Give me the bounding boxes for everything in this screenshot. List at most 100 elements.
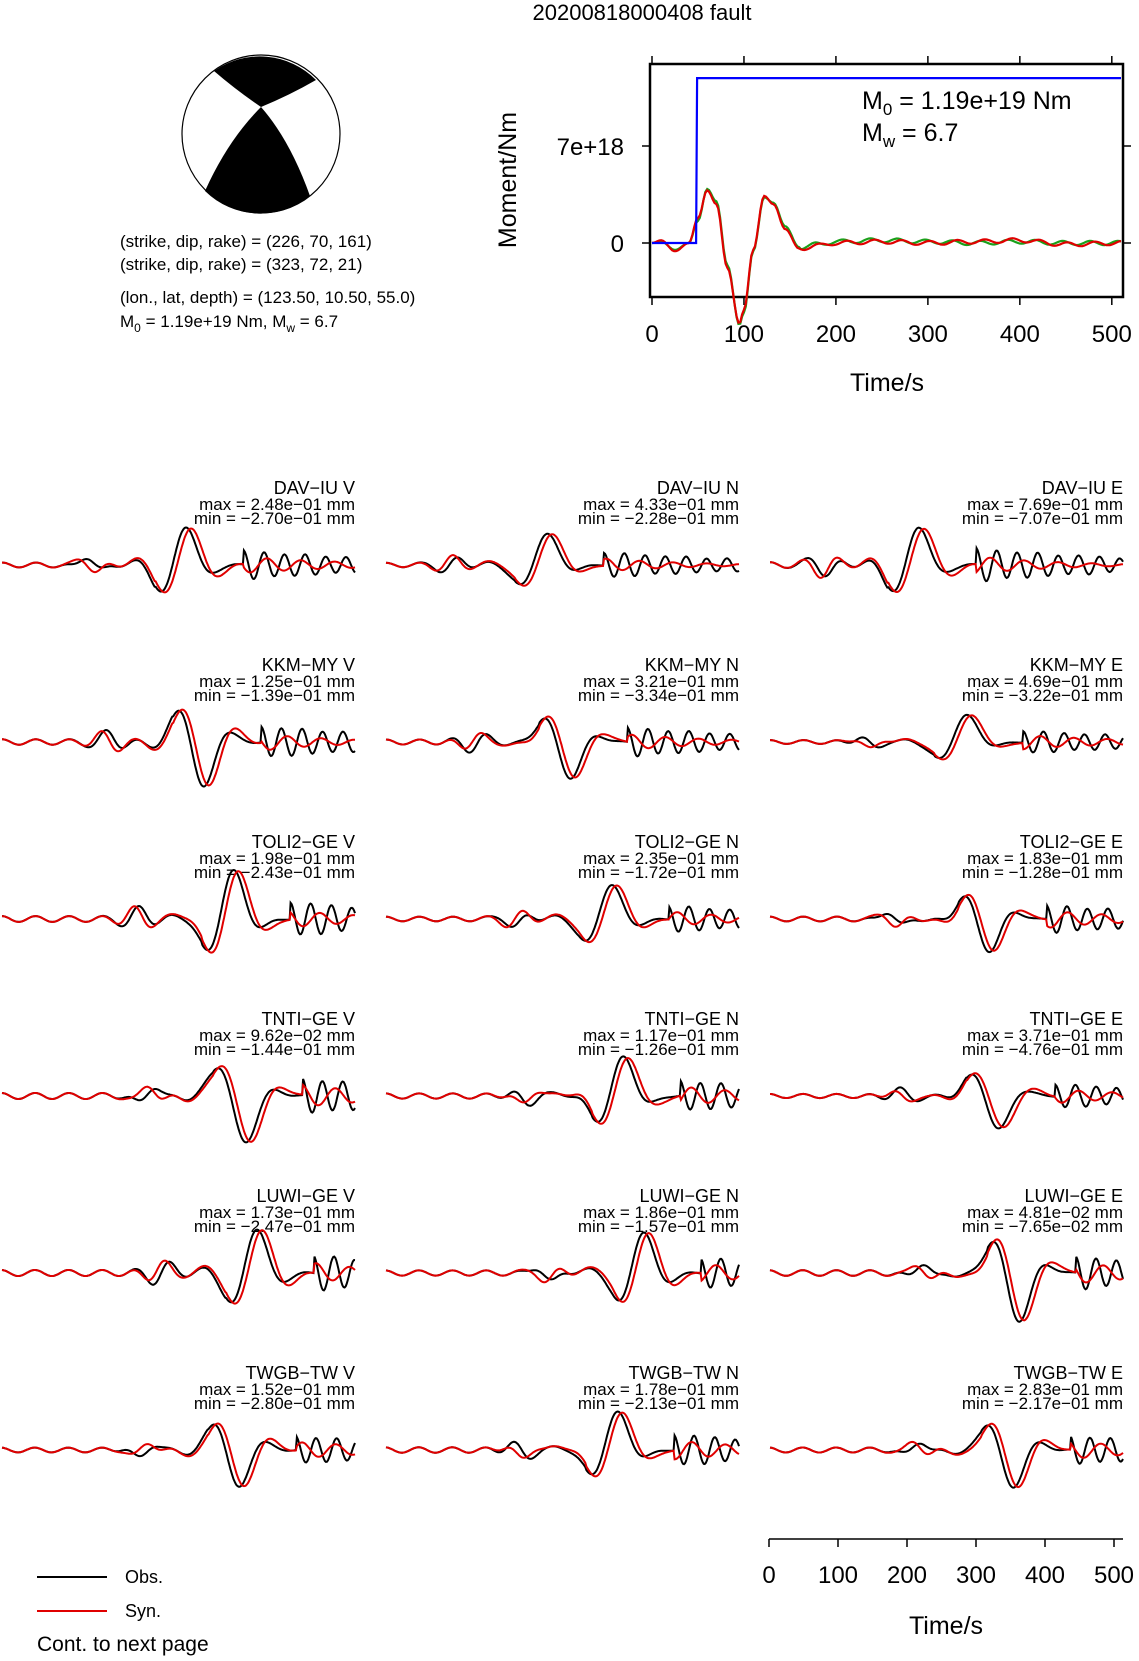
bottom-xlabel: Time/s	[909, 1612, 983, 1640]
station-min: min = −1.28e−01 mm	[962, 863, 1123, 882]
station-max: max = 1.86e−01 mm	[583, 1203, 739, 1222]
figure-title: 20200818000408 fault	[533, 0, 752, 25]
station-max: max = 2.35e−01 mm	[583, 849, 739, 868]
stf-series-green	[651, 187, 1122, 326]
waveform-obs	[385, 1055, 740, 1123]
stf-panel: 0 100 200 300 400 500 7e+18 0 Moment/Nm Time/…	[494, 56, 1132, 397]
waveform-syn	[769, 1422, 1124, 1489]
plane2-text: (strike, dip, rake) = (323, 72, 21)	[120, 255, 362, 274]
station-min: min = −2.70e−01 mm	[194, 509, 355, 528]
bottom-xtick-label: 100	[818, 1562, 858, 1589]
bottom-xtick-label: 300	[956, 1562, 996, 1589]
waveform-obs	[385, 532, 740, 586]
waveform-syn	[769, 893, 1124, 952]
station-min: min = −1.44e−01 mm	[194, 1040, 355, 1059]
bottom-xtick-label: 200	[887, 1562, 927, 1589]
stf-xaxis: 0 100 200 300 400 500	[645, 56, 1132, 348]
station-label: TWGB−TW V	[246, 1363, 356, 1383]
station-min: min = −2.47e−01 mm	[194, 1217, 355, 1236]
waveform-syn	[385, 884, 740, 944]
stf-xtick-label: 200	[816, 321, 856, 348]
waveform-obs	[769, 1240, 1124, 1323]
stf-xtick-label: 500	[1092, 321, 1132, 348]
station-label: TOLI2−GE N	[635, 832, 739, 852]
station-max: max = 4.69e−01 mm	[967, 672, 1123, 691]
waveform-obs	[385, 884, 740, 942]
station-min: min = −1.39e−01 mm	[194, 686, 355, 705]
stf-series-blue	[652, 77, 1121, 245]
waveform-syn	[2, 708, 355, 787]
station-label: DAV−IU E	[1042, 478, 1123, 498]
station-min: min = −2.80e−01 mm	[194, 1394, 355, 1413]
stf-xlabel: Time/s	[850, 369, 924, 397]
waveform-obs	[1, 1067, 356, 1144]
station-min: min = −1.57e−01 mm	[578, 1217, 739, 1236]
beachball	[181, 54, 341, 214]
waveform-obs	[1, 1423, 356, 1488]
station-label: TWGB−TW E	[1014, 1363, 1124, 1383]
waveform-syn	[1, 1422, 356, 1488]
station-label: DAV−IU N	[657, 478, 739, 498]
station-label: TNTI−GE V	[261, 1009, 355, 1029]
stf-frame	[648, 62, 1125, 299]
beachball-compression-bottom	[205, 107, 310, 214]
waveform-syn	[769, 1238, 1124, 1322]
station-label: LUWI−GE E	[1024, 1186, 1123, 1206]
station-label: DAV−IU V	[274, 478, 355, 498]
station-max: max = 4.81e−02 mm	[967, 1203, 1123, 1222]
waveform-syn	[385, 1056, 740, 1125]
stf-xtick-label: 400	[1000, 321, 1040, 348]
waveform-syn	[1, 1229, 356, 1305]
station-max: max = 1.78e−01 mm	[583, 1380, 739, 1399]
station-max: max = 7.69e−01 mm	[967, 495, 1123, 514]
waveform-obs	[769, 895, 1124, 954]
moment-text: M0 = 1.19e+19 Nm, Mw = 6.7	[120, 312, 338, 335]
station-max: max = 1.17e−01 mm	[583, 1026, 739, 1045]
station-min: min = −2.28e−01 mm	[578, 509, 739, 528]
station-max: max = 3.21e−01 mm	[583, 672, 739, 691]
waveform-obs	[1, 1228, 356, 1304]
waveform-obs	[769, 1424, 1124, 1489]
waveform-syn	[385, 1232, 740, 1303]
footer-note: Cont. to next page	[37, 1633, 209, 1656]
stf-series-red	[651, 188, 1122, 324]
station-min: min = −7.07e−01 mm	[962, 509, 1123, 528]
station-min: min = −2.17e−01 mm	[962, 1394, 1123, 1413]
station-label: TNTI−GE E	[1029, 1009, 1123, 1029]
station-min: min = −3.22e−01 mm	[962, 686, 1123, 705]
mechanism-text: (strike, dip, rake) = (226, 70, 161) (st…	[120, 232, 415, 335]
station-label: LUWI−GE V	[256, 1186, 355, 1206]
stf-ytick-label-0: 0	[611, 231, 624, 258]
stf-series	[651, 77, 1122, 326]
station-label: TOLI2−GE V	[252, 832, 355, 852]
station-max: max = 1.52e−01 mm	[199, 1380, 355, 1399]
waveform-obs	[770, 526, 1124, 593]
beachball-compression-top	[214, 56, 316, 107]
stf-mw-label: Mw = 6.7	[862, 119, 958, 151]
legend: Obs. Syn.	[37, 1567, 163, 1621]
station-label: TOLI2−GE E	[1020, 832, 1123, 852]
station-max: max = 2.48e−01 mm	[199, 495, 355, 514]
stf-xtick-label: 0	[645, 321, 658, 348]
station-min: min = −3.34e−01 mm	[578, 686, 739, 705]
station-label: KKM−MY V	[262, 655, 355, 675]
location-text: (lon., lat, depth) = (123.50, 10.50, 55.…	[120, 288, 415, 307]
stf-xtick-label: 300	[908, 321, 948, 348]
station-max: max = 9.62e−02 mm	[199, 1026, 355, 1045]
station-min: min = −1.72e−01 mm	[578, 863, 739, 882]
waveform-obs	[2, 868, 356, 952]
